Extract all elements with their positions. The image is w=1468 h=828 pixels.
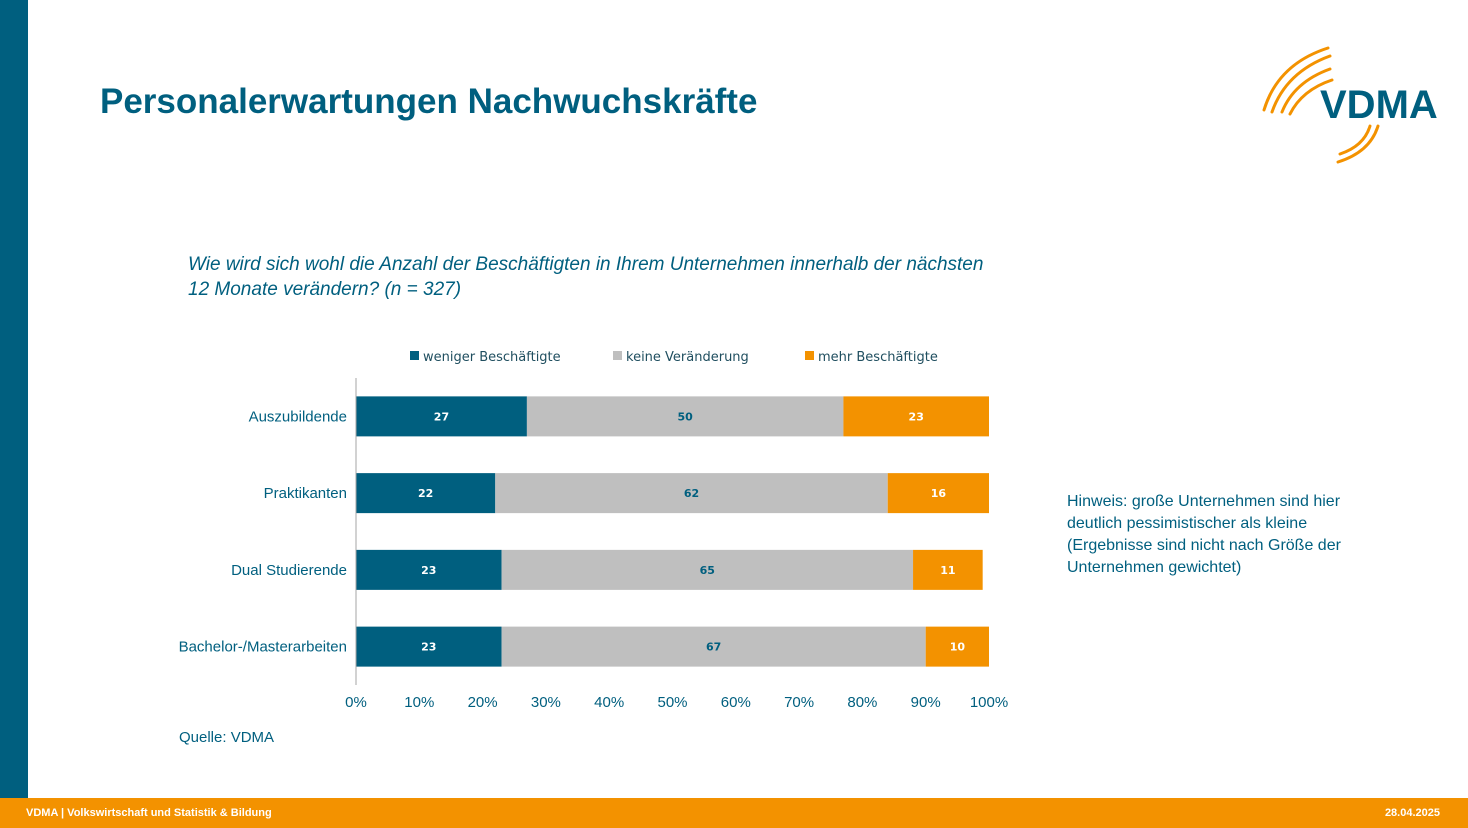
bar-segment (356, 396, 527, 437)
bar-segment (356, 473, 496, 514)
legend-swatch (805, 351, 814, 360)
bar-segment (913, 549, 983, 590)
data-label: 65 (700, 564, 715, 577)
chart-question: Wie wird sich wohl die Anzahl der Beschä… (188, 252, 1108, 302)
x-tick-label: 90% (911, 694, 941, 711)
page-title: Personalerwartungen Nachwuchskräfte (100, 82, 758, 121)
x-tick-label: 40% (594, 694, 624, 711)
data-label: 62 (684, 487, 699, 500)
note-line: Unternehmen gewichtet) (1067, 559, 1242, 576)
data-label: 16 (931, 487, 947, 500)
x-tick-label: 100% (970, 694, 1008, 711)
data-label: 50 (678, 410, 694, 423)
bar-segment (356, 626, 502, 667)
footer-date: 28.04.2025 (1384, 807, 1440, 819)
data-label: 67 (706, 641, 721, 654)
source-label: Quelle: VDMA (179, 729, 275, 746)
x-tick-label: 80% (847, 694, 877, 711)
question-line: 12 Monate verändern? (n = 327) (188, 279, 462, 300)
legend-label: weniger Beschäftigte (423, 350, 561, 365)
footer-org: VDMA | Volkswirtschaft und Statistik & B… (26, 807, 272, 819)
data-label: 23 (421, 564, 436, 577)
question-line: Wie wird sich wohl die Anzahl der Beschä… (188, 254, 984, 275)
x-tick-label: 30% (531, 694, 561, 711)
legend-label: keine Veränderung (626, 350, 749, 365)
data-label: 22 (418, 487, 433, 500)
note-line: (Ergebnisse sind nicht nach Größe der (1067, 537, 1341, 554)
bar-segment (501, 626, 926, 667)
x-tick-label: 50% (657, 694, 687, 711)
data-label: 27 (434, 410, 449, 423)
vdma-logo: VDMA (1262, 46, 1438, 164)
bar-segment (925, 626, 989, 667)
data-label: 23 (421, 641, 436, 654)
bar-segment (526, 396, 844, 437)
x-tick-label: 20% (468, 694, 498, 711)
note-line: Hinweis: große Unternehmen sind hier (1067, 493, 1341, 510)
note-text: Hinweis: große Unternehmen sind hier deu… (1067, 491, 1397, 579)
legend-swatch (410, 351, 419, 360)
legend-label: mehr Beschäftigte (818, 350, 938, 365)
bar-segment (495, 473, 888, 514)
data-label: 23 (909, 410, 924, 423)
category-label: Dual Studierende (231, 562, 347, 579)
category-label: Praktikanten (264, 485, 347, 502)
category-label: Auszubildende (249, 408, 347, 425)
data-label: 10 (950, 641, 966, 654)
x-tick-label: 60% (721, 694, 751, 711)
bar-segment (843, 396, 989, 437)
x-tick-label: 70% (784, 694, 814, 711)
note-line: deutlich pessimistischer als kleine (1067, 515, 1308, 532)
data-label: 11 (940, 564, 955, 577)
bar-segment (887, 473, 989, 514)
bar-segment (501, 549, 914, 590)
footer-bar: VDMA | Volkswirtschaft und Statistik & B… (0, 798, 1468, 828)
x-tick-label: 0% (345, 694, 367, 711)
category-label: Bachelor-/Masterarbeiten (179, 639, 347, 656)
legend-swatch (613, 351, 622, 360)
sidebar-accent (0, 0, 28, 798)
bar-segment (356, 549, 502, 590)
svg-text:VDMA: VDMA (1320, 83, 1438, 127)
x-tick-label: 10% (404, 694, 434, 711)
